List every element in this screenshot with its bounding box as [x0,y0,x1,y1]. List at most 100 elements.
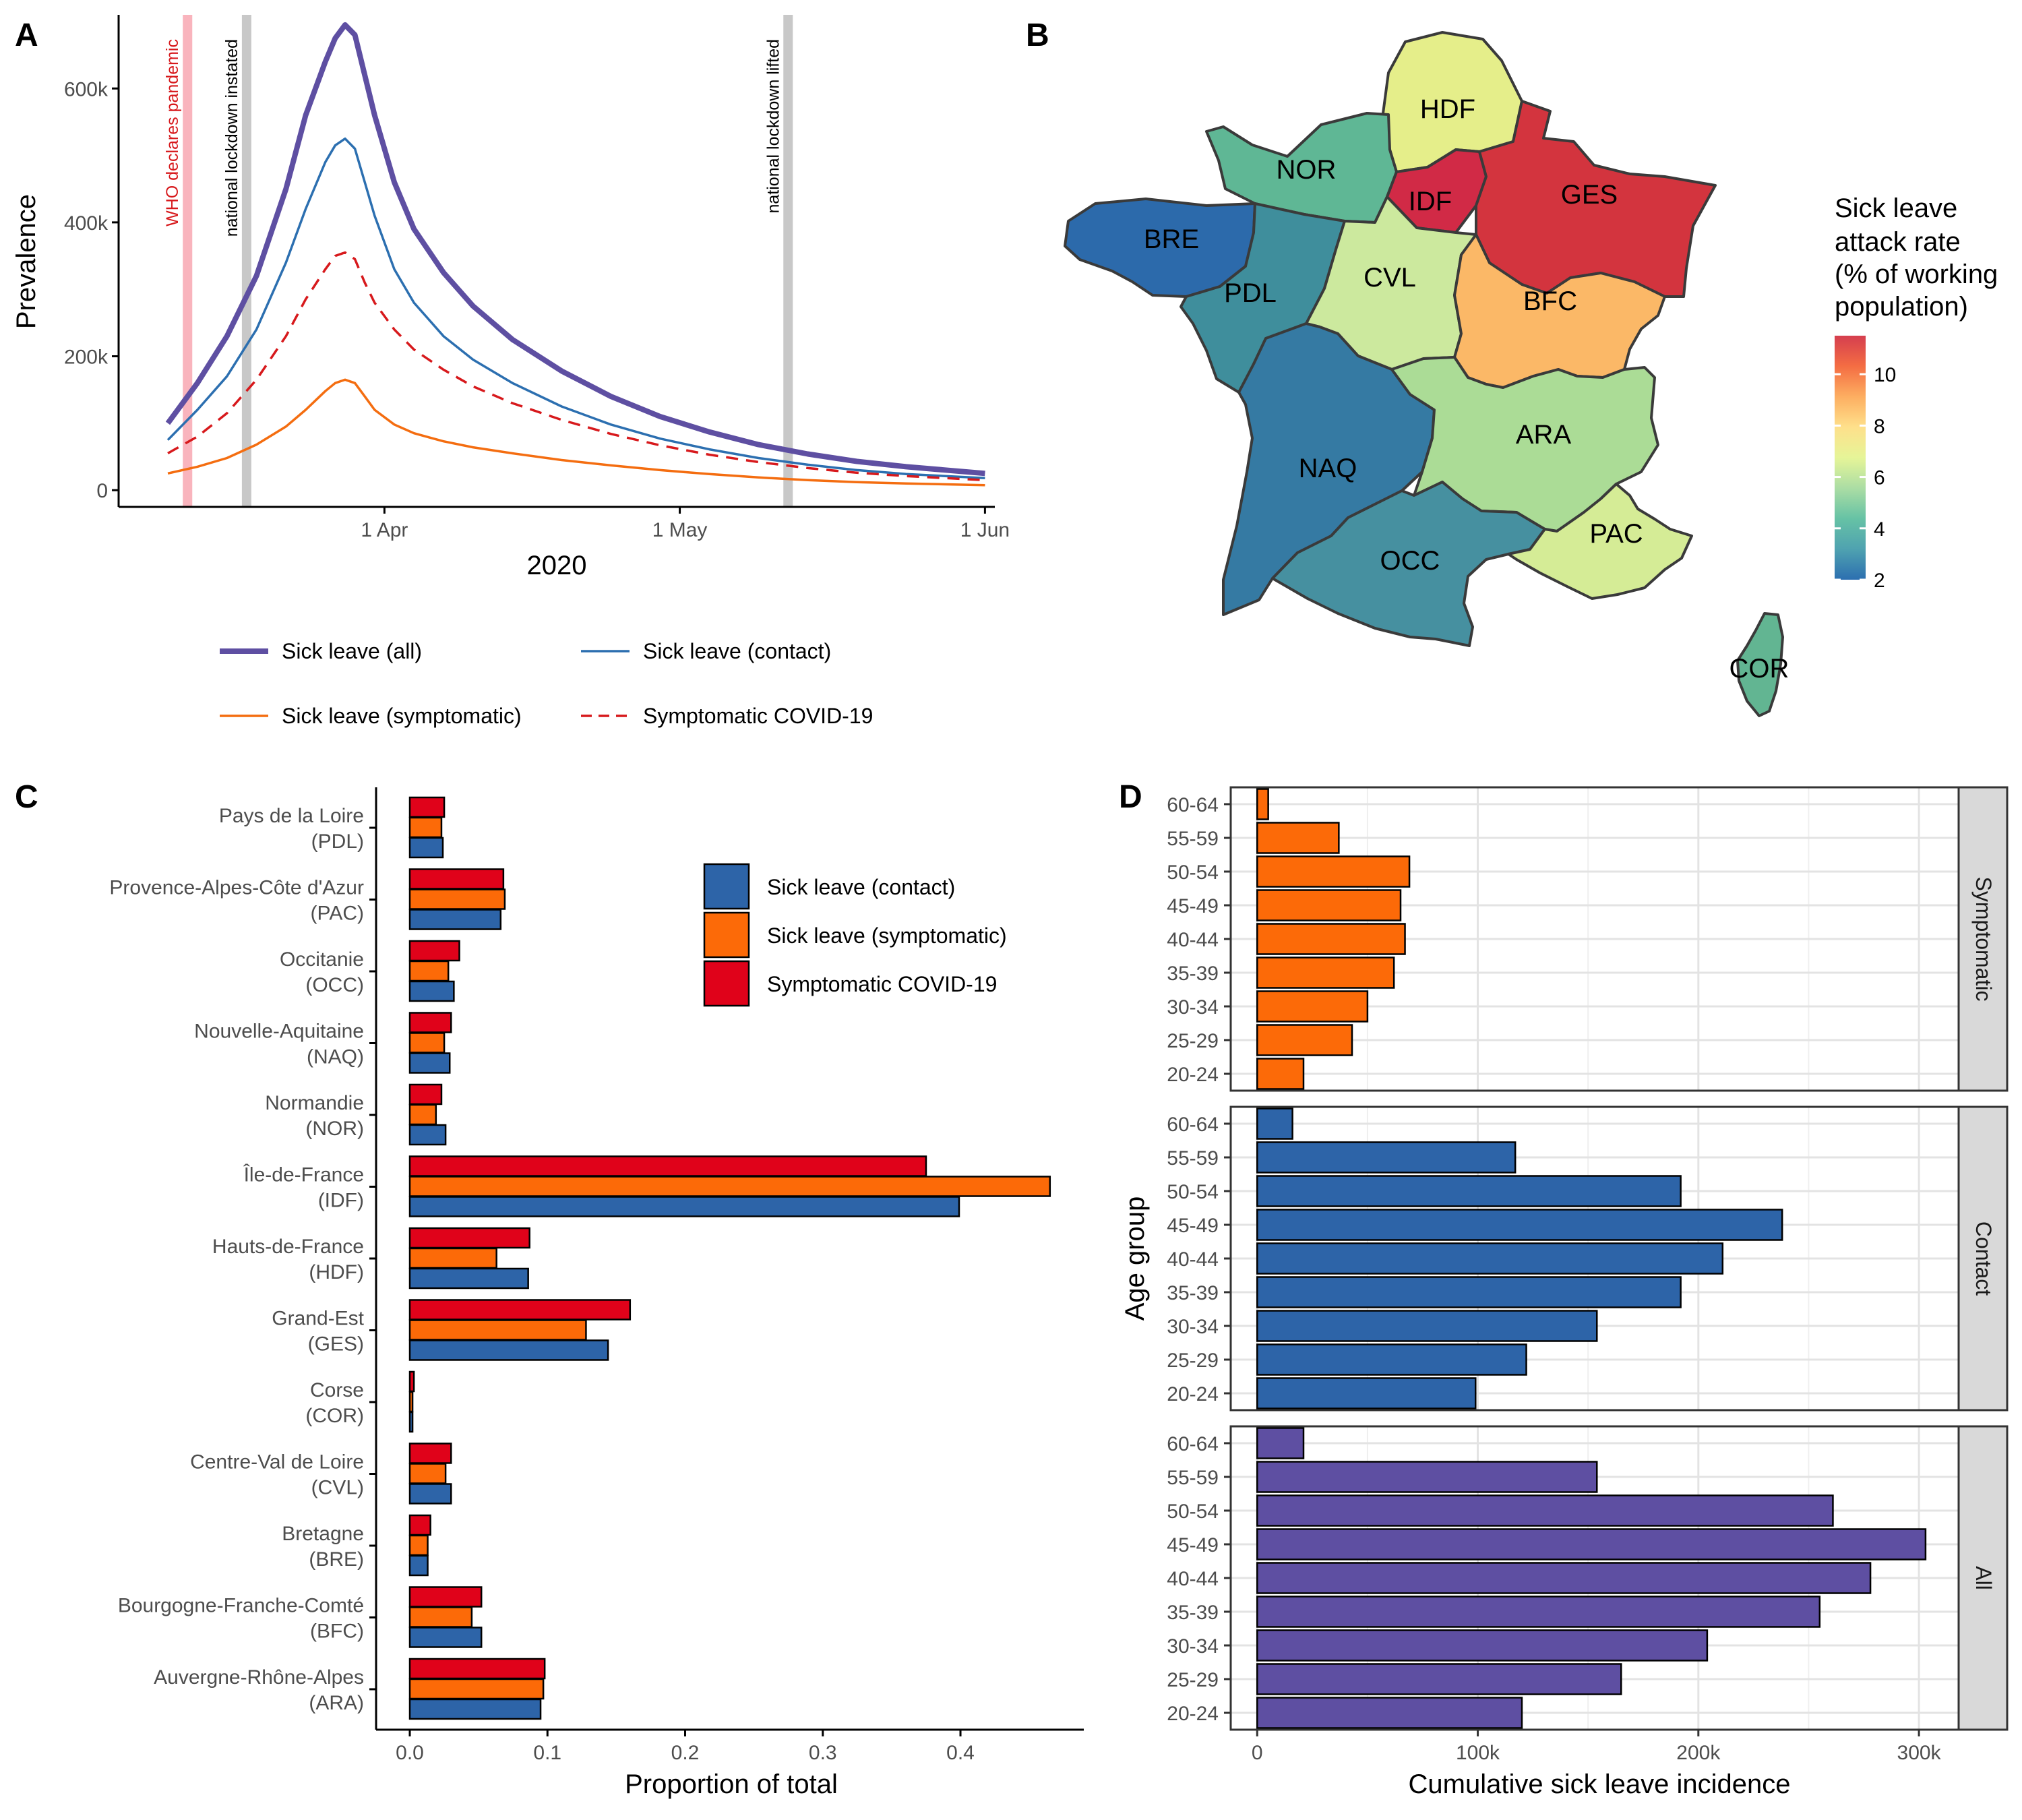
c-bar-pac-0 [408,868,505,890]
d-strip-1 [1957,1105,2009,1412]
c-category-code-0: (PDL) [311,830,364,853]
c-bar-nor-1 [408,1103,437,1126]
d-strip-0 [1957,786,2009,1092]
c-bar-pdl-0 [408,796,446,818]
c-category-code-5: (IDF) [318,1190,364,1212]
d-strip-2 [1957,1425,2009,1731]
d-category-label-2-3: 45-49 [1167,1534,1219,1556]
d-x-tick-label-0: 0 [1252,1742,1263,1764]
c-category-code-11: (BFC) [310,1620,364,1643]
c-legend-key-0 [703,863,750,910]
c-category-name-5: Île-de-France [243,1164,364,1186]
d-y-axis-title: Age group [1120,1196,1150,1321]
d-bar-contact-7 [1256,1343,1527,1376]
d-category-label-2-8: 20-24 [1167,1703,1219,1725]
a-legend-label-2: Sick leave (symptomatic) [282,704,522,728]
d-bar-contact-3 [1256,1209,1783,1241]
d-category-label-0-4: 40-44 [1167,929,1219,951]
prevalence-line-chart: WHO declares pandemic national lockdown i… [11,15,1010,728]
d-bar-all-8 [1256,1697,1523,1729]
c-legend-label-1: Sick leave (symptomatic) [767,923,1007,948]
d-category-label-1-2: 50-54 [1167,1181,1219,1203]
d-category-label-0-5: 35-39 [1167,963,1219,985]
d-bar-symptomatic-4 [1256,923,1406,955]
c-category-name-9: Centre-Val de Loire [190,1451,364,1474]
d-bar-contact-5 [1256,1276,1682,1308]
a-legend-label-3: Symptomatic COVID-19 [643,704,873,728]
d-bar-symptomatic-7 [1256,1024,1353,1056]
d-category-label-0-6: 30-34 [1167,996,1219,1019]
c-legend-key-2 [703,960,750,1007]
c-category-name-0: Pays de la Loire [219,805,364,827]
d-bar-contact-4 [1256,1242,1724,1275]
c-bar-cvl-2 [408,1483,452,1505]
d-category-label-1-3: 45-49 [1167,1215,1219,1237]
d-category-label-2-4: 40-44 [1167,1568,1219,1590]
panel-label-c: C [15,779,38,815]
d-strip-label-0: Symptomatic [1971,877,1996,1002]
d-category-label-0-7: 25-29 [1167,1030,1219,1052]
c-category-name-8: Corse [310,1379,364,1401]
c-bar-pac-2 [408,909,502,930]
a-event-label-1: national lockdown instated [222,39,241,237]
c-category-code-7: (GES) [308,1333,364,1356]
d-x-axis-title: Cumulative sick leave incidence [1409,1769,1791,1799]
a-y-tick-label-0: 0 [96,480,108,502]
d-category-label-1-1: 55-59 [1167,1147,1219,1170]
c-category-name-2: Occitanie [280,948,364,971]
c-bar-nor-2 [408,1124,447,1146]
d-category-label-1-6: 30-34 [1167,1316,1219,1338]
d-bar-symptomatic-0 [1256,788,1269,820]
b-colorbar-label-0: 2 [1874,570,1885,592]
d-bar-contact-0 [1256,1108,1293,1140]
b-legend-title-line-4: population) [1835,292,1968,322]
d-category-label-1-7: 25-29 [1167,1349,1219,1372]
a-y-tick-label-3: 600k [64,78,109,100]
c-category-code-12: (ARA) [309,1692,364,1714]
b-region-label-nor: NOR [1277,155,1337,185]
age-group-faceted-bar-chart: 60-64 55-59 50-54 45-49 40-44 35-39 30-34 25-29… [1120,786,2009,1799]
c-bar-ges-2 [408,1339,609,1361]
c-x-tick-label-2: 0.2 [671,1742,700,1764]
regional-proportion-bar-chart: Pays de la Loire (PDL) Provence-Alpes-Côte… [109,787,1084,1799]
d-bar-all-5 [1256,1596,1821,1628]
a-series-line-3 [167,378,985,487]
c-bar-bre-0 [408,1514,431,1536]
a-x-axis-title: 2020 [527,551,587,580]
c-category-code-4: (NOR) [305,1118,364,1140]
c-bar-bfc-2 [408,1627,483,1648]
d-bar-all-0 [1256,1427,1305,1459]
c-legend-label-0: Sick leave (contact) [767,875,955,899]
b-region-label-ges: GES [1561,180,1618,210]
c-category-code-8: (COR) [305,1405,364,1427]
c-bar-pdl-2 [408,837,444,859]
c-bar-nor-0 [408,1083,443,1105]
a-y-tick-label-2: 400k [64,212,109,235]
b-colorbar-ramp [1835,336,1866,580]
d-x-tick-label-2: 200k [1676,1742,1721,1764]
d-bar-all-3 [1256,1528,1927,1560]
d-category-label-2-2: 50-54 [1167,1500,1219,1523]
b-region-label-cor: COR [1729,654,1789,684]
c-bar-idf-0 [408,1155,927,1177]
c-category-code-2: (OCC) [305,974,364,996]
c-bar-naq-0 [408,1012,452,1033]
d-facet-symptomatic: 60-64 55-59 50-54 45-49 40-44 35-39 30-34 25-29… [1167,786,2009,1092]
d-bar-all-4 [1256,1562,1872,1594]
b-region-label-ara: ARA [1516,420,1572,450]
d-x-tick-label-3: 300k [1897,1742,1942,1764]
d-bar-all-1 [1256,1461,1598,1493]
c-legend-label-2: Symptomatic COVID-19 [767,972,997,996]
d-category-label-1-5: 35-39 [1167,1282,1219,1304]
c-category-name-4: Normandie [265,1092,364,1114]
c-x-tick-label-0: 0.0 [396,1742,424,1764]
d-strip-label-2: All [1971,1566,1996,1590]
d-category-label-1-0: 60-64 [1167,1114,1219,1136]
a-event-line-2 [783,15,793,507]
d-bar-contact-1 [1256,1141,1516,1174]
d-category-label-2-6: 30-34 [1167,1635,1219,1658]
c-category-name-3: Nouvelle-Aquitaine [194,1021,364,1043]
d-bar-all-6 [1256,1629,1709,1662]
c-category-code-3: (NAQ) [307,1046,364,1068]
